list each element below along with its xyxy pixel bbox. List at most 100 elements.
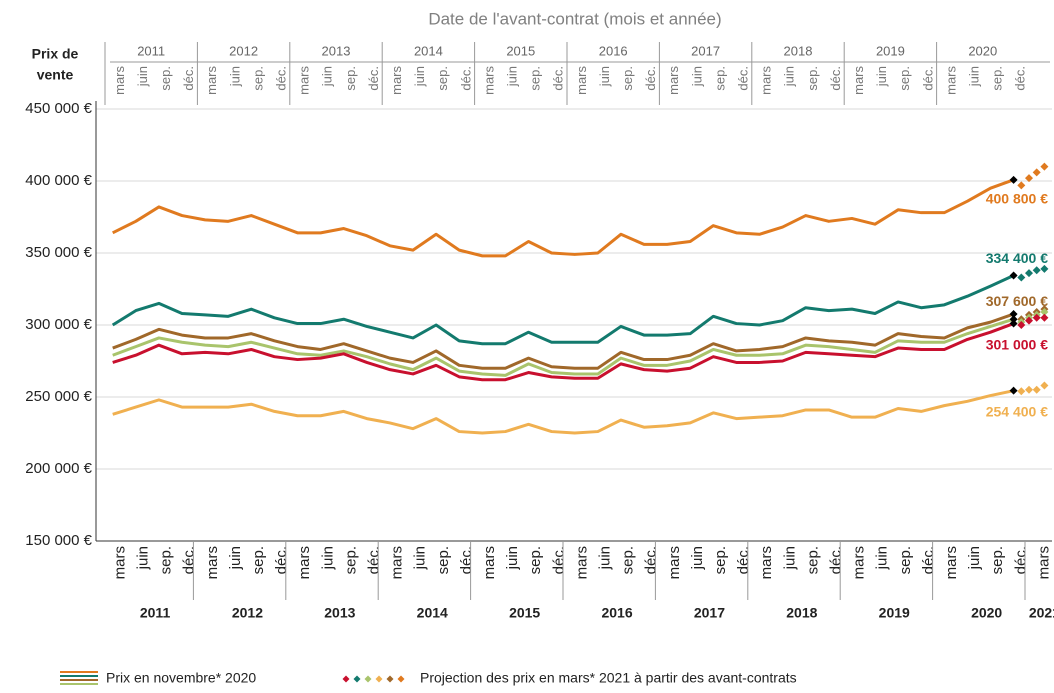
series-line [112, 317, 1015, 377]
bottom-month-label: mars [943, 546, 960, 579]
projection-marker [1017, 387, 1026, 396]
projection-marker [1032, 266, 1041, 275]
top-month-label: juin [689, 66, 704, 87]
current-marker [1009, 315, 1018, 324]
series-line [112, 178, 1015, 258]
bottom-month-label: déc. [643, 546, 660, 574]
top-month-label: sep. [897, 66, 912, 91]
top-month-label: juin [597, 66, 612, 87]
top-month-label: déc. [181, 66, 196, 91]
bottom-month-label: juin [874, 546, 891, 570]
bottom-month-label: mars [851, 546, 868, 579]
projection-marker [1032, 385, 1041, 394]
top-month-label: juin [782, 66, 797, 87]
top-month-label: juin [967, 66, 982, 87]
bottom-month-label: mars [296, 546, 313, 579]
bottom-year-label: 2018 [786, 605, 817, 621]
projection-marker [1025, 316, 1033, 325]
top-month-label: juin [227, 66, 242, 87]
top-month-label: déc. [828, 66, 843, 91]
projection-marker [1017, 273, 1026, 282]
top-year-label: 2016 [599, 43, 628, 58]
projection-marker [1040, 308, 1049, 317]
bottom-month-label: mars [666, 546, 683, 579]
bottom-month-label: juin [504, 546, 521, 570]
top-month-label: sep. [805, 66, 820, 91]
bottom-month-label: sep. [712, 546, 729, 574]
series-line [112, 389, 1014, 435]
value-label: 334 400 € [986, 250, 1048, 266]
top-year-label: 2013 [322, 43, 351, 58]
top-month-label: mars [204, 66, 219, 95]
value-label: 400 800 € [986, 191, 1048, 207]
bottom-month-label: juin [596, 546, 613, 570]
top-year-label: 2018 [784, 43, 813, 58]
bottom-year-label: 2015 [509, 605, 540, 621]
top-month-label: juin [135, 66, 150, 87]
series-line [112, 322, 1015, 382]
value-label: 254 400 € [986, 403, 1048, 419]
current-marker [1009, 319, 1018, 328]
bottom-year-label: 2014 [417, 605, 448, 621]
legend-marker [386, 675, 394, 683]
top-year-label: 2017 [691, 43, 720, 58]
projection-marker [1040, 313, 1049, 322]
legend-marker [375, 675, 383, 683]
top-month-label: déc. [366, 66, 381, 91]
top-month-label: juin [320, 66, 335, 87]
bottom-month-label: sep. [804, 546, 821, 574]
legend-marker [397, 675, 405, 683]
legend-marker [353, 675, 361, 683]
bottom-month-label: mars [481, 546, 498, 579]
top-month-label: déc. [551, 66, 566, 91]
bottom-month-label: mars [111, 546, 128, 579]
top-month-label: déc. [736, 66, 751, 91]
bottom-year-label: 2017 [694, 605, 725, 621]
bottom-month-label: sep. [989, 546, 1006, 574]
bottom-month-label: mars [389, 546, 406, 579]
series-line [111, 274, 1015, 346]
bottom-year-label: 2019 [879, 605, 910, 621]
projection-marker [1040, 162, 1049, 171]
bottom-year-label: 2011 [140, 605, 171, 621]
y-axis-label: vente [37, 67, 74, 83]
bottom-month-label: juin [227, 546, 244, 570]
bottom-month-label: sep. [342, 546, 359, 574]
legend-marker [342, 675, 350, 683]
top-month-label: déc. [920, 66, 935, 91]
y-tick-label: 450 000 € [25, 100, 92, 117]
bottom-month-label: sep. [435, 546, 452, 574]
top-month-label: mars [943, 66, 958, 95]
top-month-label: déc. [274, 66, 289, 91]
bottom-month-label: déc. [550, 546, 567, 574]
current-marker [1009, 386, 1018, 395]
bottom-month-label: déc. [1012, 546, 1029, 574]
projection-marker [1040, 381, 1049, 390]
bottom-month-label: sep. [527, 546, 544, 574]
projection-marker [1032, 313, 1041, 322]
bottom-month-label: juin [134, 546, 151, 570]
current-marker [1009, 271, 1018, 280]
bottom-month-label: mars [1035, 546, 1052, 579]
bottom-month-label: déc. [920, 546, 937, 574]
top-month-label: mars [759, 66, 774, 95]
top-month-label: sep. [712, 66, 727, 91]
projection-marker [1025, 174, 1033, 183]
bottom-month-label: déc. [181, 546, 198, 574]
bottom-month-label: juin [966, 546, 983, 570]
top-month-label: juin [505, 66, 520, 87]
bottom-year-label: 2013 [324, 605, 355, 621]
legend-label: Projection des prix en mars* 2021 à part… [420, 670, 797, 686]
bottom-month-label: juin [412, 546, 429, 570]
top-month-label: sep. [343, 66, 358, 91]
bottom-month-label: déc. [365, 546, 382, 574]
top-year-label: 2019 [876, 43, 905, 58]
bottom-month-label: déc. [827, 546, 844, 574]
top-month-label: mars [481, 66, 496, 95]
top-year-label: 2014 [414, 43, 443, 58]
top-month-label: déc. [458, 66, 473, 91]
top-month-label: mars [112, 66, 127, 95]
top-month-label: sep. [528, 66, 543, 91]
bottom-month-label: sep. [250, 546, 267, 574]
